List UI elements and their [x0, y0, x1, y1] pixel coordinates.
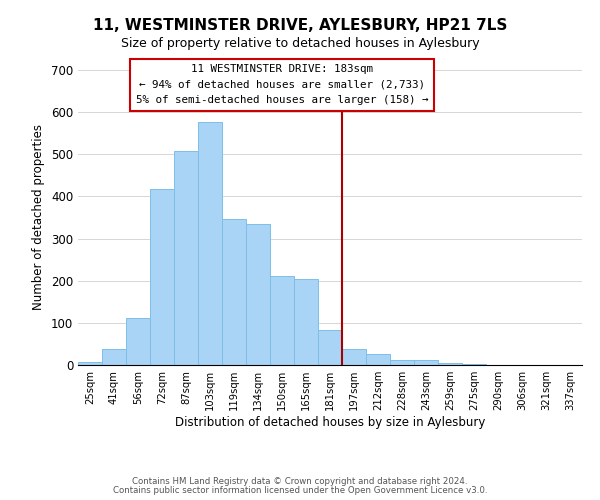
Bar — [270, 276, 294, 365]
Bar — [198, 122, 222, 365]
Y-axis label: Number of detached properties: Number of detached properties — [32, 124, 46, 310]
Bar — [102, 350, 126, 365]
Text: 11, WESTMINSTER DRIVE, AYLESBURY, HP21 7LS: 11, WESTMINSTER DRIVE, AYLESBURY, HP21 7… — [93, 18, 507, 32]
Bar — [414, 360, 438, 365]
Bar — [462, 364, 486, 365]
X-axis label: Distribution of detached houses by size in Aylesbury: Distribution of detached houses by size … — [175, 416, 485, 429]
Bar — [126, 318, 150, 365]
Text: Contains public sector information licensed under the Open Government Licence v3: Contains public sector information licen… — [113, 486, 487, 495]
Text: Size of property relative to detached houses in Aylesbury: Size of property relative to detached ho… — [121, 38, 479, 51]
Bar — [246, 224, 270, 365]
Text: Contains HM Land Registry data © Crown copyright and database right 2024.: Contains HM Land Registry data © Crown c… — [132, 477, 468, 486]
Bar — [366, 354, 390, 365]
Bar — [318, 330, 342, 365]
Bar — [342, 350, 366, 365]
Bar — [294, 280, 318, 365]
Bar — [438, 364, 462, 365]
Bar — [150, 189, 174, 365]
Text: 11 WESTMINSTER DRIVE: 183sqm
← 94% of detached houses are smaller (2,733)
5% of : 11 WESTMINSTER DRIVE: 183sqm ← 94% of de… — [136, 64, 428, 106]
Bar — [222, 219, 246, 365]
Bar — [390, 360, 414, 365]
Bar — [78, 362, 102, 365]
Bar — [174, 151, 198, 365]
